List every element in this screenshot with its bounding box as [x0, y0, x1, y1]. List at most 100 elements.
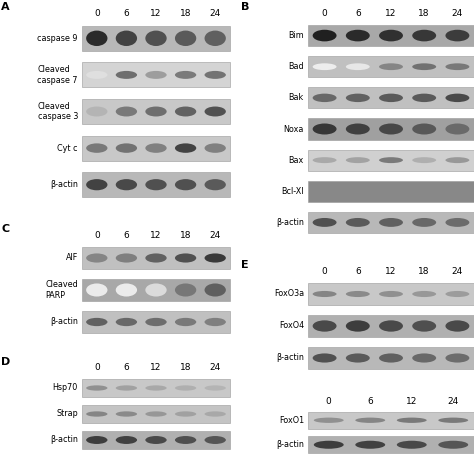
Text: 24: 24 [210, 230, 221, 240]
Bar [308, 150, 474, 171]
Text: 6: 6 [355, 267, 361, 275]
Text: Strap: Strap [56, 409, 78, 419]
Ellipse shape [116, 106, 137, 117]
Ellipse shape [379, 320, 403, 332]
Ellipse shape [175, 71, 196, 79]
Text: 6: 6 [124, 9, 129, 17]
Text: 0: 0 [326, 397, 332, 405]
Bar [308, 412, 474, 429]
Text: FoxO1: FoxO1 [279, 416, 304, 425]
Bar [308, 437, 474, 453]
Bar [82, 62, 230, 87]
Text: 12: 12 [406, 397, 418, 405]
Text: 0: 0 [94, 364, 100, 373]
Bar [308, 56, 474, 77]
Text: 12: 12 [385, 267, 397, 275]
Ellipse shape [116, 386, 137, 391]
Ellipse shape [313, 218, 337, 227]
Ellipse shape [86, 179, 108, 190]
Ellipse shape [313, 63, 337, 70]
Ellipse shape [86, 71, 108, 79]
Bar [82, 247, 230, 269]
Bar [308, 315, 474, 337]
Text: β-actin: β-actin [276, 440, 304, 449]
Bar [82, 311, 230, 333]
Ellipse shape [446, 353, 469, 363]
Ellipse shape [346, 94, 370, 102]
Ellipse shape [86, 253, 108, 263]
Bar [82, 279, 230, 301]
Ellipse shape [116, 143, 137, 153]
Ellipse shape [346, 291, 370, 297]
Ellipse shape [146, 71, 167, 79]
Ellipse shape [346, 123, 370, 134]
Ellipse shape [446, 30, 469, 41]
Bar [82, 136, 230, 161]
Ellipse shape [438, 418, 468, 423]
Text: 24: 24 [447, 397, 459, 405]
Ellipse shape [205, 411, 226, 417]
Text: Hsp70: Hsp70 [53, 384, 78, 392]
Ellipse shape [412, 157, 436, 163]
Text: A: A [1, 2, 9, 12]
Ellipse shape [346, 157, 370, 163]
Ellipse shape [438, 441, 468, 449]
Ellipse shape [146, 143, 167, 153]
Ellipse shape [446, 94, 469, 102]
Ellipse shape [205, 31, 226, 46]
Ellipse shape [116, 318, 137, 326]
Text: Bim: Bim [288, 31, 304, 40]
Text: Cleaved
caspase 7: Cleaved caspase 7 [37, 65, 78, 84]
Ellipse shape [205, 386, 226, 391]
Ellipse shape [313, 30, 337, 41]
Ellipse shape [346, 218, 370, 227]
Ellipse shape [175, 386, 196, 391]
Ellipse shape [313, 291, 337, 297]
Ellipse shape [205, 179, 226, 190]
Ellipse shape [86, 284, 108, 297]
Ellipse shape [397, 441, 427, 449]
Bar [308, 181, 474, 202]
Ellipse shape [446, 218, 469, 227]
Text: 18: 18 [180, 230, 191, 240]
Ellipse shape [205, 253, 226, 263]
Ellipse shape [146, 179, 167, 190]
Text: Bax: Bax [289, 156, 304, 165]
Ellipse shape [116, 411, 137, 417]
Bar [308, 25, 474, 46]
Text: FoxO4: FoxO4 [279, 321, 304, 330]
Ellipse shape [379, 291, 403, 297]
Text: 24: 24 [210, 364, 221, 373]
Ellipse shape [446, 157, 469, 163]
Ellipse shape [86, 106, 108, 117]
Text: Cleaved
caspase 3: Cleaved caspase 3 [37, 102, 78, 121]
Bar [308, 283, 474, 305]
Ellipse shape [175, 143, 196, 153]
Ellipse shape [205, 318, 226, 326]
Text: Cleaved
PARP: Cleaved PARP [45, 280, 78, 300]
Bar [82, 26, 230, 51]
Text: β-actin: β-actin [50, 318, 78, 326]
Text: 6: 6 [367, 397, 373, 405]
Text: 0: 0 [94, 230, 100, 240]
Bar [308, 212, 474, 233]
Ellipse shape [446, 291, 469, 297]
Ellipse shape [146, 31, 167, 46]
Ellipse shape [412, 320, 436, 332]
Text: Bad: Bad [288, 62, 304, 71]
Bar [308, 87, 474, 108]
Bar [82, 379, 230, 397]
Ellipse shape [346, 30, 370, 41]
Text: 0: 0 [94, 9, 100, 17]
Text: 0: 0 [322, 267, 328, 275]
Ellipse shape [379, 63, 403, 70]
Ellipse shape [379, 123, 403, 134]
Ellipse shape [412, 218, 436, 227]
Text: 12: 12 [150, 9, 162, 17]
Ellipse shape [412, 353, 436, 363]
Ellipse shape [412, 291, 436, 297]
Text: Noxa: Noxa [283, 124, 304, 134]
Ellipse shape [205, 436, 226, 444]
Ellipse shape [175, 31, 196, 46]
Ellipse shape [86, 318, 108, 326]
